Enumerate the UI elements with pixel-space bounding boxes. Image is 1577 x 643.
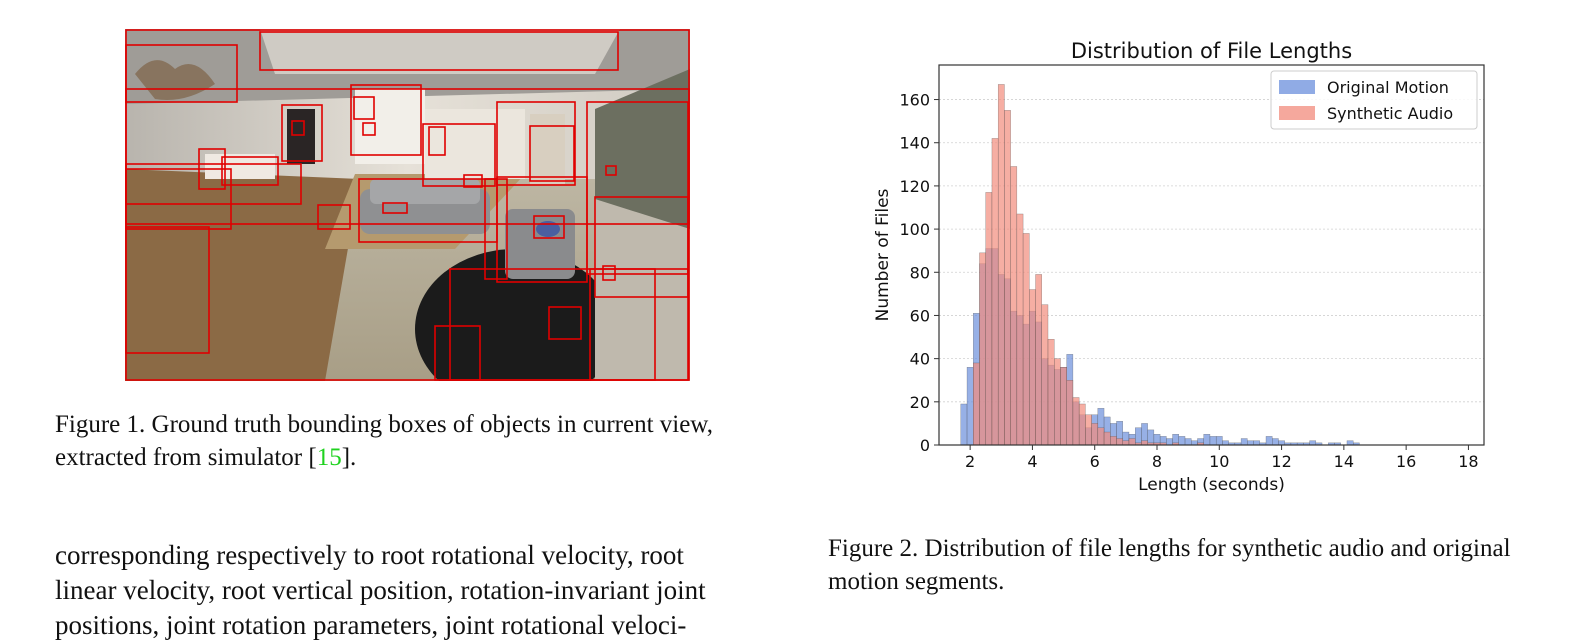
bar-original-motion bbox=[960, 403, 968, 446]
bar-synthetic-audio bbox=[1029, 289, 1036, 446]
bar-synthetic-audio bbox=[1004, 110, 1011, 446]
bar-synthetic-audio bbox=[1128, 438, 1136, 446]
bar-synthetic-audio bbox=[1091, 423, 1099, 446]
legend-label-synthetic-audio: Synthetic Audio bbox=[1327, 104, 1453, 123]
x-tick-label: 8 bbox=[1152, 452, 1162, 471]
x-axis-label: Length (seconds) bbox=[1138, 475, 1285, 495]
figure1-caption-suffix: ]. bbox=[341, 444, 357, 471]
figure2-histogram: 2 4 6 8 10 12 14 16 18 0 20 40 60 80 100 120 140 160 Dist… bbox=[873, 39, 1485, 495]
bar-synthetic-audio bbox=[1072, 397, 1080, 446]
x-tick-label: 16 bbox=[1396, 452, 1416, 471]
bar-original-motion bbox=[1346, 440, 1354, 446]
bar-original-motion bbox=[1178, 436, 1186, 446]
bar-synthetic-audio bbox=[1116, 438, 1123, 446]
legend-box bbox=[1270, 70, 1478, 130]
x-tick-label: 12 bbox=[1271, 452, 1291, 471]
body-paragraph: corresponding respectively to root rotat… bbox=[55, 538, 765, 643]
figure1-citation-link[interactable]: 15 bbox=[316, 444, 342, 471]
bar-synthetic-audio bbox=[1060, 367, 1067, 446]
bar-synthetic-audio bbox=[1035, 274, 1042, 446]
figure1-caption-text: Figure 1. Ground truth bounding boxes of… bbox=[55, 411, 713, 471]
bar-synthetic-audio bbox=[979, 252, 986, 446]
bar-original-motion bbox=[1184, 438, 1192, 446]
y-tick-label: 60 bbox=[910, 306, 930, 325]
bar-synthetic-audio bbox=[1097, 427, 1105, 446]
bar-synthetic-audio bbox=[1122, 440, 1130, 446]
bar-synthetic-audio bbox=[1103, 431, 1111, 446]
bar-original-motion bbox=[1135, 427, 1142, 446]
figure2-caption: Figure 2. Distribution of file lengths f… bbox=[828, 535, 1511, 595]
body-line-3: positions, joint rotation parameters, jo… bbox=[55, 610, 687, 640]
chart-title: Distribution of File Lengths bbox=[1071, 39, 1352, 63]
legend-swatch-original-motion bbox=[1279, 80, 1315, 94]
x-tick-label: 18 bbox=[1458, 452, 1478, 471]
chart-ticks: 2 4 6 8 10 12 14 16 18 0 20 40 60 80 100 120 140 160 bbox=[899, 91, 1478, 471]
chart-legend: Original Motion Synthetic Audio bbox=[1270, 70, 1478, 130]
bar-synthetic-audio bbox=[1078, 403, 1086, 446]
x-tick-label: 2 bbox=[965, 452, 975, 471]
y-tick-label: 0 bbox=[920, 436, 930, 455]
y-tick-label: 140 bbox=[899, 134, 930, 153]
bar-original-motion bbox=[1247, 440, 1254, 446]
x-tick-label: 6 bbox=[1090, 452, 1100, 471]
bar-synthetic-audio bbox=[1085, 414, 1092, 446]
bar-synthetic-audio bbox=[997, 84, 1005, 446]
bar-original-motion bbox=[1203, 434, 1211, 446]
y-tick-label: 160 bbox=[899, 91, 930, 110]
bar-original-motion bbox=[1253, 440, 1260, 446]
bar-synthetic-audio bbox=[1141, 440, 1148, 446]
bar-synthetic-audio bbox=[1016, 213, 1024, 446]
bar-original-motion bbox=[1278, 440, 1285, 446]
bar-original-motion bbox=[1265, 436, 1273, 446]
legend-label-original-motion: Original Motion bbox=[1327, 78, 1449, 97]
chart-grid bbox=[939, 99, 1484, 403]
y-tick-label: 100 bbox=[899, 220, 930, 239]
chart-bars bbox=[960, 84, 1360, 446]
bar-synthetic-audio bbox=[1022, 233, 1030, 446]
bar-original-motion bbox=[966, 367, 974, 446]
bar-original-motion bbox=[1222, 440, 1229, 446]
bar-original-motion bbox=[1272, 438, 1279, 446]
plot-frame bbox=[938, 64, 1485, 446]
y-tick-label: 40 bbox=[910, 350, 930, 369]
bar-original-motion bbox=[1240, 438, 1248, 446]
bar-original-motion bbox=[1209, 436, 1217, 446]
bar-synthetic-audio bbox=[1066, 380, 1074, 446]
bar-synthetic-audio bbox=[1054, 358, 1061, 446]
bar-synthetic-audio bbox=[1110, 436, 1117, 446]
bar-synthetic-audio bbox=[1010, 166, 1018, 446]
y-tick-label: 120 bbox=[899, 177, 930, 196]
x-tick-label: 10 bbox=[1209, 452, 1229, 471]
bar-synthetic-audio bbox=[1041, 304, 1049, 446]
bar-original-motion bbox=[1309, 440, 1317, 446]
y-tick-label: 20 bbox=[910, 393, 930, 412]
bar-original-motion bbox=[1215, 436, 1223, 446]
x-tick-label: 4 bbox=[1027, 452, 1037, 471]
bar-original-motion bbox=[1191, 440, 1198, 446]
bar-synthetic-audio bbox=[1047, 339, 1055, 446]
figure1-caption: Figure 1. Ground truth bounding boxes of… bbox=[55, 408, 765, 474]
legend-swatch-synthetic-audio bbox=[1279, 106, 1315, 120]
figure1-image bbox=[125, 29, 690, 381]
bar-original-motion bbox=[1166, 438, 1173, 446]
x-tick-label: 14 bbox=[1334, 452, 1354, 471]
bar-synthetic-audio bbox=[985, 192, 993, 446]
bar-synthetic-audio bbox=[973, 362, 980, 446]
y-axis-label: Number of Files bbox=[873, 188, 893, 321]
body-line-1: corresponding respectively to root rotat… bbox=[55, 540, 684, 570]
bar-synthetic-audio bbox=[991, 138, 999, 446]
y-tick-label: 80 bbox=[910, 263, 930, 282]
body-line-2: linear velocity, root vertical position,… bbox=[55, 575, 706, 605]
